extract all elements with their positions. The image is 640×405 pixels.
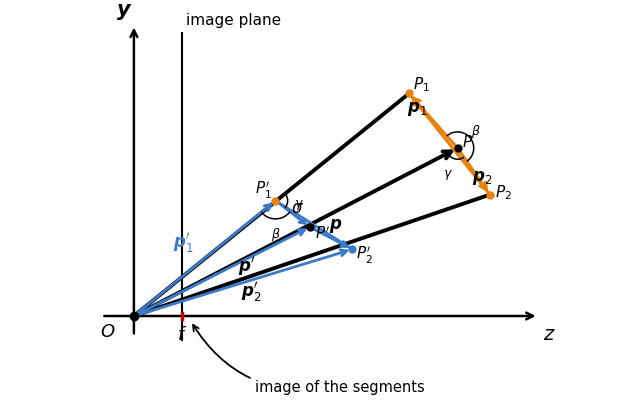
Text: $\beta$: $\beta$ [471, 123, 481, 140]
Text: $P_2'$: $P_2'$ [356, 244, 373, 265]
Text: $\sigma$: $\sigma$ [291, 199, 304, 217]
Text: $\boldsymbol{p}_2$: $\boldsymbol{p}_2$ [472, 169, 492, 187]
Text: $O$: $O$ [100, 322, 115, 340]
Text: $P_1$: $P_1$ [413, 75, 430, 94]
Text: $\gamma$: $\gamma$ [294, 198, 304, 212]
Text: $P$: $P$ [463, 134, 474, 150]
Text: $P_2$: $P_2$ [495, 183, 511, 202]
Text: $\boldsymbol{p}'$: $\boldsymbol{p}'$ [239, 255, 256, 278]
Text: $P_1'$: $P_1'$ [255, 179, 271, 200]
Text: $\boldsymbol{p}_1$: $\boldsymbol{p}_1$ [407, 99, 428, 117]
Text: $\gamma$: $\gamma$ [444, 167, 453, 181]
Text: $z$: $z$ [543, 324, 555, 343]
Text: image plane: image plane [186, 13, 282, 28]
Text: $\boldsymbol{p}_1'$: $\boldsymbol{p}_1'$ [173, 230, 194, 254]
Text: $\boldsymbol{p}_2'$: $\boldsymbol{p}_2'$ [241, 279, 262, 303]
Text: $P'$: $P'$ [315, 225, 330, 242]
Text: $\boldsymbol{y}$: $\boldsymbol{y}$ [116, 2, 132, 21]
Text: $f$: $f$ [177, 325, 188, 343]
Text: $\beta$: $\beta$ [271, 225, 281, 242]
Text: image of the segments: image of the segments [193, 325, 425, 394]
Text: $\boldsymbol{p}$: $\boldsymbol{p}$ [330, 216, 343, 234]
